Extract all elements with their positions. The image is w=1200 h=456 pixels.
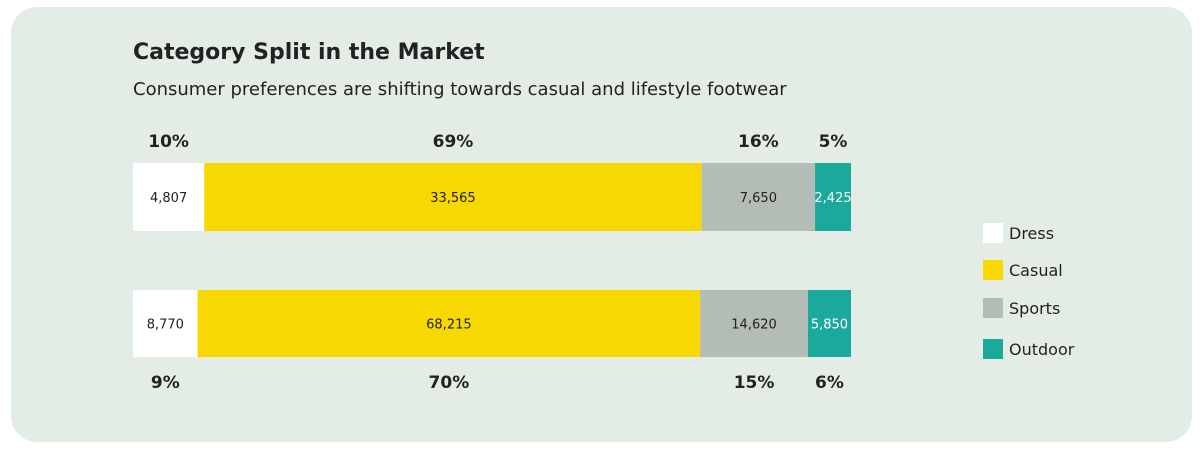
value-label-dress-row-1: 4,807 <box>150 191 187 206</box>
bar-segment-outdoor-row-2 <box>807 290 851 357</box>
bar-segment-casual-row-2 <box>197 290 701 357</box>
bar-segment-casual-row-1 <box>204 163 702 231</box>
legend-label-sports: Sports <box>1009 299 1060 318</box>
legend-swatch-dress <box>983 223 1003 243</box>
chart-title: Category Split in the Market <box>133 40 485 65</box>
percent-label-dress-row-1: 10% <box>148 132 189 152</box>
legend-swatch-sports <box>983 298 1003 318</box>
chart-subtitle: Consumer preferences are shifting toward… <box>133 79 787 100</box>
value-label-sports-row-1: 7,650 <box>740 191 777 206</box>
value-label-casual-row-1: 33,565 <box>430 191 476 206</box>
percent-label-sports-row-1: 16% <box>738 132 779 152</box>
legend-label-outdoor: Outdoor <box>1009 340 1075 359</box>
value-label-sports-row-2: 14,620 <box>731 318 777 333</box>
bar-segment-sports-row-1 <box>701 163 816 231</box>
bar-segment-sports-row-2 <box>700 290 808 357</box>
value-label-dress-row-2: 8,770 <box>147 318 184 333</box>
legend-swatch-casual <box>983 260 1003 280</box>
percent-label-dress-row-2: 9% <box>151 373 180 393</box>
bar-segment-outdoor-row-1 <box>815 163 851 231</box>
value-label-casual-row-2: 68,215 <box>426 318 472 333</box>
value-label-outdoor-row-1: 2,425 <box>814 191 851 206</box>
legend-label-dress: Dress <box>1009 224 1054 243</box>
percent-label-casual-row-2: 70% <box>429 373 470 393</box>
legend-label-casual: Casual <box>1009 261 1063 280</box>
percent-label-casual-row-1: 69% <box>433 132 474 152</box>
value-label-outdoor-row-2: 5,850 <box>811 318 848 333</box>
bar-segment-dress-row-1 <box>133 163 205 231</box>
bar-segment-dress-row-2 <box>133 290 198 357</box>
percent-label-outdoor-row-1: 5% <box>819 132 848 152</box>
percent-label-outdoor-row-2: 6% <box>815 373 844 393</box>
percent-label-sports-row-2: 15% <box>734 373 775 393</box>
legend-swatch-outdoor <box>983 339 1003 359</box>
